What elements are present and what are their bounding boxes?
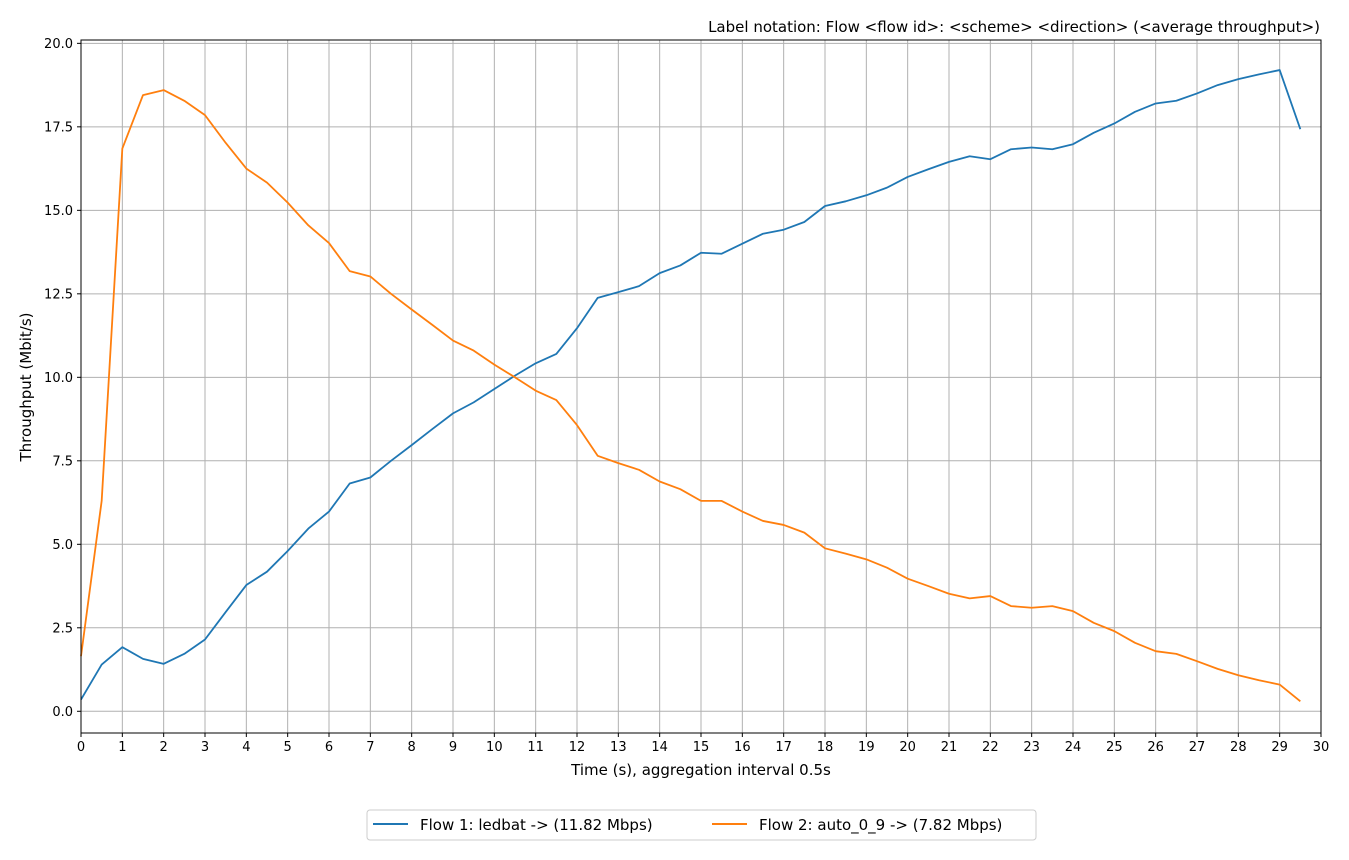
y-tick-label: 12.5 (44, 287, 73, 302)
x-tick-label: 1 (118, 740, 126, 755)
y-axis-ticks: 0.0 2.5 5.0 7.5 10.0 12.5 15.0 17.5 20.0 (44, 37, 81, 720)
x-tick-label: 8 (408, 740, 416, 755)
x-tick-label: 11 (527, 740, 544, 755)
x-tick-label: 3 (201, 740, 209, 755)
y-tick-label: 10.0 (44, 371, 73, 386)
x-tick-label: 24 (1065, 740, 1082, 755)
x-tick-label: 2 (160, 740, 168, 755)
x-tick-label: 22 (982, 740, 999, 755)
x-tick-label: 20 (899, 740, 916, 755)
x-tick-label: 9 (449, 740, 457, 755)
x-tick-label: 10 (486, 740, 503, 755)
x-axis-label: Time (s), aggregation interval 0.5s (570, 761, 831, 779)
series-lines (80, 69, 1302, 702)
y-axis-label: Throughput (Mbit/s) (17, 313, 35, 463)
y-tick-label: 15.0 (44, 204, 73, 219)
x-tick-label: 4 (242, 740, 250, 755)
x-tick-label: 0 (77, 740, 85, 755)
x-tick-label: 15 (693, 740, 710, 755)
y-tick-label: 17.5 (44, 120, 73, 135)
series-line-flow-1 (80, 69, 1302, 701)
x-tick-label: 29 (1271, 740, 1288, 755)
legend: Flow 1: ledbat -> (11.82 Mbps) Flow 2: a… (366, 809, 1037, 841)
x-tick-label: 7 (366, 740, 374, 755)
x-axis-ticks: 0 1 2 3 4 5 6 7 8 9 10 11 12 13 14 15 16 17 18 19 20 21 22 23 24… (77, 733, 1329, 755)
y-tick-label: 0.0 (52, 705, 73, 720)
x-tick-label: 17 (775, 740, 792, 755)
x-tick-label: 14 (651, 740, 668, 755)
x-tick-label: 5 (284, 740, 292, 755)
x-tick-label: 12 (569, 740, 586, 755)
chart-title: Label notation: Flow <flow id>: <scheme>… (708, 18, 1320, 36)
x-tick-label: 21 (941, 740, 958, 755)
x-tick-label: 16 (734, 740, 751, 755)
grid-lines (80, 40, 1322, 733)
x-tick-label: 23 (1023, 740, 1040, 755)
legend-label-flow-2: Flow 2: auto_0_9 -> (7.82 Mbps) (759, 816, 1002, 835)
y-tick-label: 20.0 (44, 37, 73, 52)
x-tick-label: 27 (1189, 740, 1206, 755)
x-tick-label: 26 (1147, 740, 1164, 755)
x-tick-label: 6 (325, 740, 333, 755)
x-tick-label: 28 (1230, 740, 1247, 755)
legend-box (366, 809, 1037, 841)
x-tick-label: 18 (817, 740, 834, 755)
x-tick-label: 25 (1106, 740, 1123, 755)
y-tick-label: 2.5 (52, 621, 73, 636)
series-line-flow-2 (80, 89, 1301, 702)
x-tick-label: 30 (1313, 740, 1330, 755)
y-tick-label: 5.0 (52, 538, 73, 553)
x-tick-label: 13 (610, 740, 627, 755)
y-tick-label: 7.5 (52, 454, 73, 469)
legend-label-flow-1: Flow 1: ledbat -> (11.82 Mbps) (420, 816, 653, 834)
x-tick-label: 19 (858, 740, 875, 755)
